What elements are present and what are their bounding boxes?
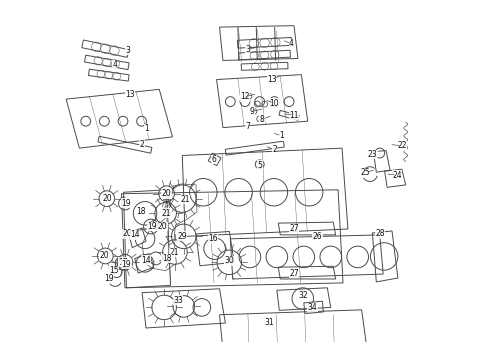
- Text: 1: 1: [145, 124, 149, 133]
- Text: 19: 19: [104, 274, 114, 283]
- Text: 29: 29: [177, 232, 187, 241]
- Text: 10: 10: [270, 99, 279, 108]
- Text: 19: 19: [122, 198, 131, 207]
- Text: 2: 2: [272, 145, 277, 154]
- Text: 6: 6: [212, 155, 217, 164]
- Text: 27: 27: [289, 225, 299, 234]
- Text: 9: 9: [250, 107, 255, 116]
- Text: 24: 24: [392, 171, 402, 180]
- Text: 13: 13: [125, 90, 135, 99]
- Text: 7: 7: [245, 122, 250, 131]
- Text: 8: 8: [260, 115, 265, 124]
- Text: 21: 21: [180, 195, 190, 204]
- Text: 31: 31: [265, 318, 274, 327]
- Text: 11: 11: [289, 111, 299, 120]
- Text: 20: 20: [158, 222, 168, 231]
- Text: 14: 14: [130, 230, 140, 239]
- Text: 20: 20: [162, 189, 172, 198]
- Text: 32: 32: [298, 291, 308, 300]
- Text: 22: 22: [397, 141, 407, 150]
- Text: 12: 12: [240, 92, 250, 101]
- Text: 20: 20: [122, 229, 132, 238]
- Text: 28: 28: [375, 229, 385, 238]
- Text: 5: 5: [257, 161, 262, 170]
- Text: 26: 26: [313, 232, 322, 241]
- Text: 27: 27: [289, 269, 299, 278]
- Text: 14: 14: [141, 256, 151, 265]
- Text: 19: 19: [122, 260, 131, 269]
- Text: 20: 20: [102, 194, 112, 203]
- Text: 4: 4: [112, 60, 117, 69]
- Text: 18: 18: [136, 207, 146, 216]
- Text: 30: 30: [224, 256, 234, 265]
- Text: 18: 18: [162, 254, 172, 263]
- Text: 3: 3: [125, 46, 130, 55]
- Text: 1: 1: [279, 131, 284, 140]
- Text: 21: 21: [162, 209, 172, 218]
- Text: 3: 3: [245, 45, 250, 54]
- Text: 17: 17: [119, 258, 128, 267]
- Text: 21: 21: [169, 248, 179, 257]
- Text: 16: 16: [208, 234, 218, 243]
- Text: 4: 4: [289, 39, 294, 48]
- Text: 23: 23: [368, 150, 377, 159]
- Text: 33: 33: [173, 296, 183, 305]
- Text: 19: 19: [147, 222, 157, 231]
- Text: 13: 13: [267, 75, 277, 84]
- Text: 2: 2: [140, 140, 145, 149]
- Text: 34: 34: [308, 303, 318, 312]
- Text: 20: 20: [99, 251, 109, 260]
- Text: 25: 25: [360, 168, 370, 177]
- Text: 15: 15: [109, 266, 119, 275]
